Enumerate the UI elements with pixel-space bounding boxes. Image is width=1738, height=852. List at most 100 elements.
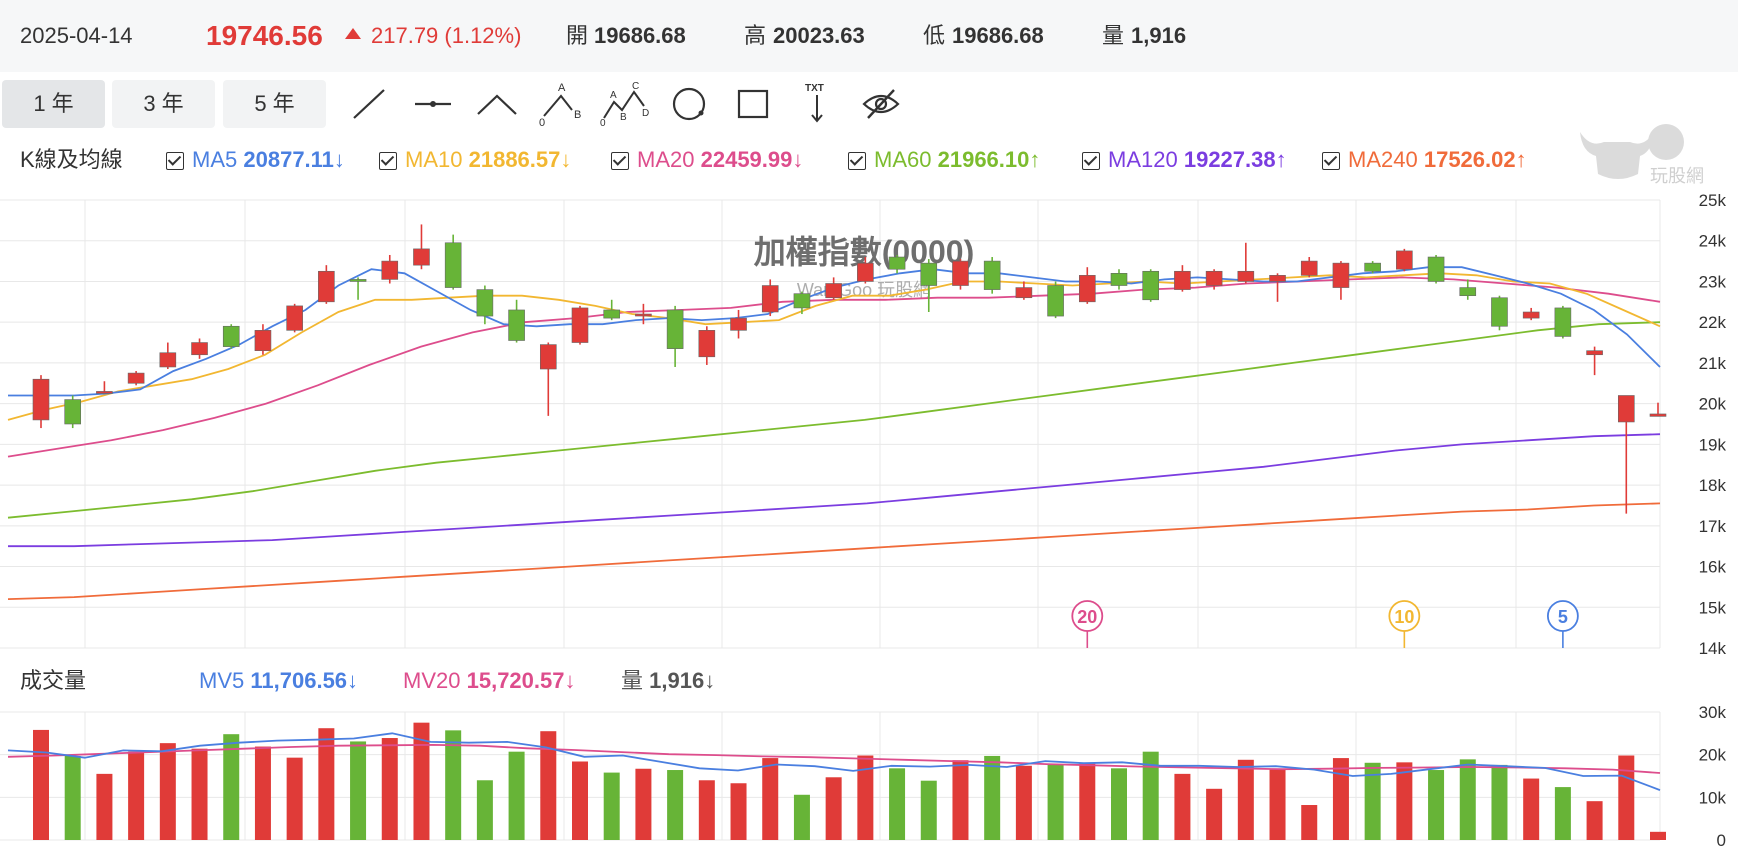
ma5-line [8, 266, 1661, 397]
volume-bar [1079, 763, 1096, 840]
text-tool-icon[interactable]: TXT [790, 80, 844, 128]
wave-a-letter: A [610, 90, 617, 101]
ma-cross-marker-label: 5 [1558, 607, 1568, 627]
volume-bar [540, 731, 557, 840]
mv20-name: MV20 [403, 668, 461, 693]
volume-bar [1301, 805, 1318, 840]
price-axis-tick: 22k [1699, 313, 1727, 332]
candle-body [635, 313, 652, 317]
volume-label: 量 [1102, 23, 1125, 48]
volume-bar [350, 741, 367, 840]
mv5-arrow-icon: ↓ [347, 668, 359, 693]
candle-body [32, 378, 50, 421]
volume-today-value: 1,916 [649, 668, 705, 693]
ma-cross-marker-label: 20 [1077, 607, 1097, 627]
wave-c-letter: C [632, 81, 639, 92]
candle-body [1047, 285, 1064, 317]
volume-bar [1396, 762, 1413, 840]
ma20-line [7, 276, 1661, 458]
ma20-value: 22459.99 [700, 147, 793, 172]
volume-axis-tick: 10k [1699, 788, 1727, 807]
wave-b-letter: B [620, 112, 627, 123]
candle-body [920, 262, 938, 286]
chart-watermark: WantGoo 玩股網 [797, 280, 931, 300]
volume-today-arrow-icon: ↓ [704, 668, 716, 693]
volume-bar [730, 783, 747, 840]
ma60-name: MA60 [874, 147, 932, 172]
abc-pattern-tool-icon[interactable]: A B 0 [534, 80, 588, 129]
hide-drawings-icon[interactable] [854, 80, 908, 128]
ma120-checkbox[interactable] [1082, 152, 1100, 170]
volume-bar [1174, 773, 1191, 840]
ma240-value: 17526.02 [1423, 147, 1516, 172]
volume-bar [793, 794, 810, 840]
ma240-legend[interactable]: MA240 17526.02↑ [1322, 140, 1527, 180]
ma60-legend[interactable]: MA60 21966.10↑ [848, 140, 1040, 180]
horizontal-line-tool-icon[interactable] [406, 80, 460, 128]
ma5-checkbox[interactable] [166, 152, 184, 170]
candle-body [254, 330, 272, 351]
quote-date: 2025-04-14 [20, 23, 133, 48]
volume-bar [1650, 831, 1666, 840]
volume-bar [1586, 801, 1603, 840]
volume-bar [1428, 770, 1445, 840]
volume-bar [254, 746, 271, 840]
circle-tool-icon[interactable] [662, 80, 716, 128]
volume-bar [920, 780, 937, 840]
price-axis-tick: 16k [1699, 558, 1727, 577]
ma5-arrow-icon: ↓ [333, 147, 345, 172]
line-tool-icon[interactable] [342, 80, 396, 128]
ma20-checkbox[interactable] [611, 152, 629, 170]
ma60-checkbox[interactable] [848, 152, 866, 170]
volume-bar [1015, 765, 1032, 840]
volume-bar [1459, 759, 1476, 840]
candle-body [127, 372, 145, 384]
mv20-value: 15,720.57 [466, 668, 565, 693]
candle-body [761, 285, 779, 313]
angle-tool-icon[interactable] [470, 80, 524, 128]
price-change: 217.79 (1.12%) [371, 23, 522, 48]
candle-body [191, 342, 208, 356]
ma240-checkbox[interactable] [1322, 152, 1340, 170]
volume-bar [1269, 769, 1286, 840]
range-1y-button[interactable]: 1 年 [2, 80, 105, 128]
candle-body [730, 317, 747, 331]
price-axis-tick: 25k [1699, 191, 1727, 210]
wave-d-letter: D [642, 108, 649, 119]
mv20-arrow-icon: ↓ [564, 668, 576, 693]
ma120-arrow-icon: ↑ [1275, 147, 1287, 172]
volume-bar [984, 755, 1001, 840]
price-axis-tick: 17k [1699, 517, 1727, 536]
price-axis-tick: 15k [1699, 598, 1727, 617]
candle-body [825, 283, 842, 299]
range-5y-button[interactable]: 5 年 [223, 80, 326, 128]
volume-bar [635, 768, 652, 840]
wave-pattern-tool-icon[interactable]: A B C D 0 [598, 80, 652, 129]
text-tool-label: TXT [805, 83, 824, 94]
candle-body [1554, 307, 1572, 337]
volume-bar [1142, 751, 1159, 840]
ma10-checkbox[interactable] [379, 152, 397, 170]
candle-body [1015, 287, 1033, 299]
volume-bar [698, 780, 715, 840]
candle-body [571, 307, 589, 343]
ma20-legend[interactable]: MA20 22459.99↓ [611, 140, 803, 180]
ma-cross-marker-label: 10 [1394, 607, 1414, 627]
rectangle-tool-icon[interactable] [726, 80, 780, 128]
candle-body [1459, 287, 1477, 297]
candle-body [983, 260, 1001, 290]
ma120-legend[interactable]: MA120 19227.38↑ [1082, 140, 1287, 180]
candle-body [793, 293, 811, 309]
ma10-line [7, 272, 1661, 421]
candle-body [476, 289, 494, 317]
ma5-legend[interactable]: MA5 20877.11↓ [166, 140, 345, 180]
range-3y-button[interactable]: 3 年 [112, 80, 215, 128]
ma60-line [7, 321, 1661, 519]
volume-axis-tick: 20k [1699, 746, 1727, 765]
volume-bar [603, 772, 620, 840]
open-value: 19686.68 [594, 23, 686, 48]
candle-body [1364, 262, 1381, 272]
wantgoo-logo: 玩股網 [1574, 118, 1714, 190]
ma10-legend[interactable]: MA10 21886.57↓ [379, 140, 571, 180]
up-arrow-icon [344, 0, 362, 72]
